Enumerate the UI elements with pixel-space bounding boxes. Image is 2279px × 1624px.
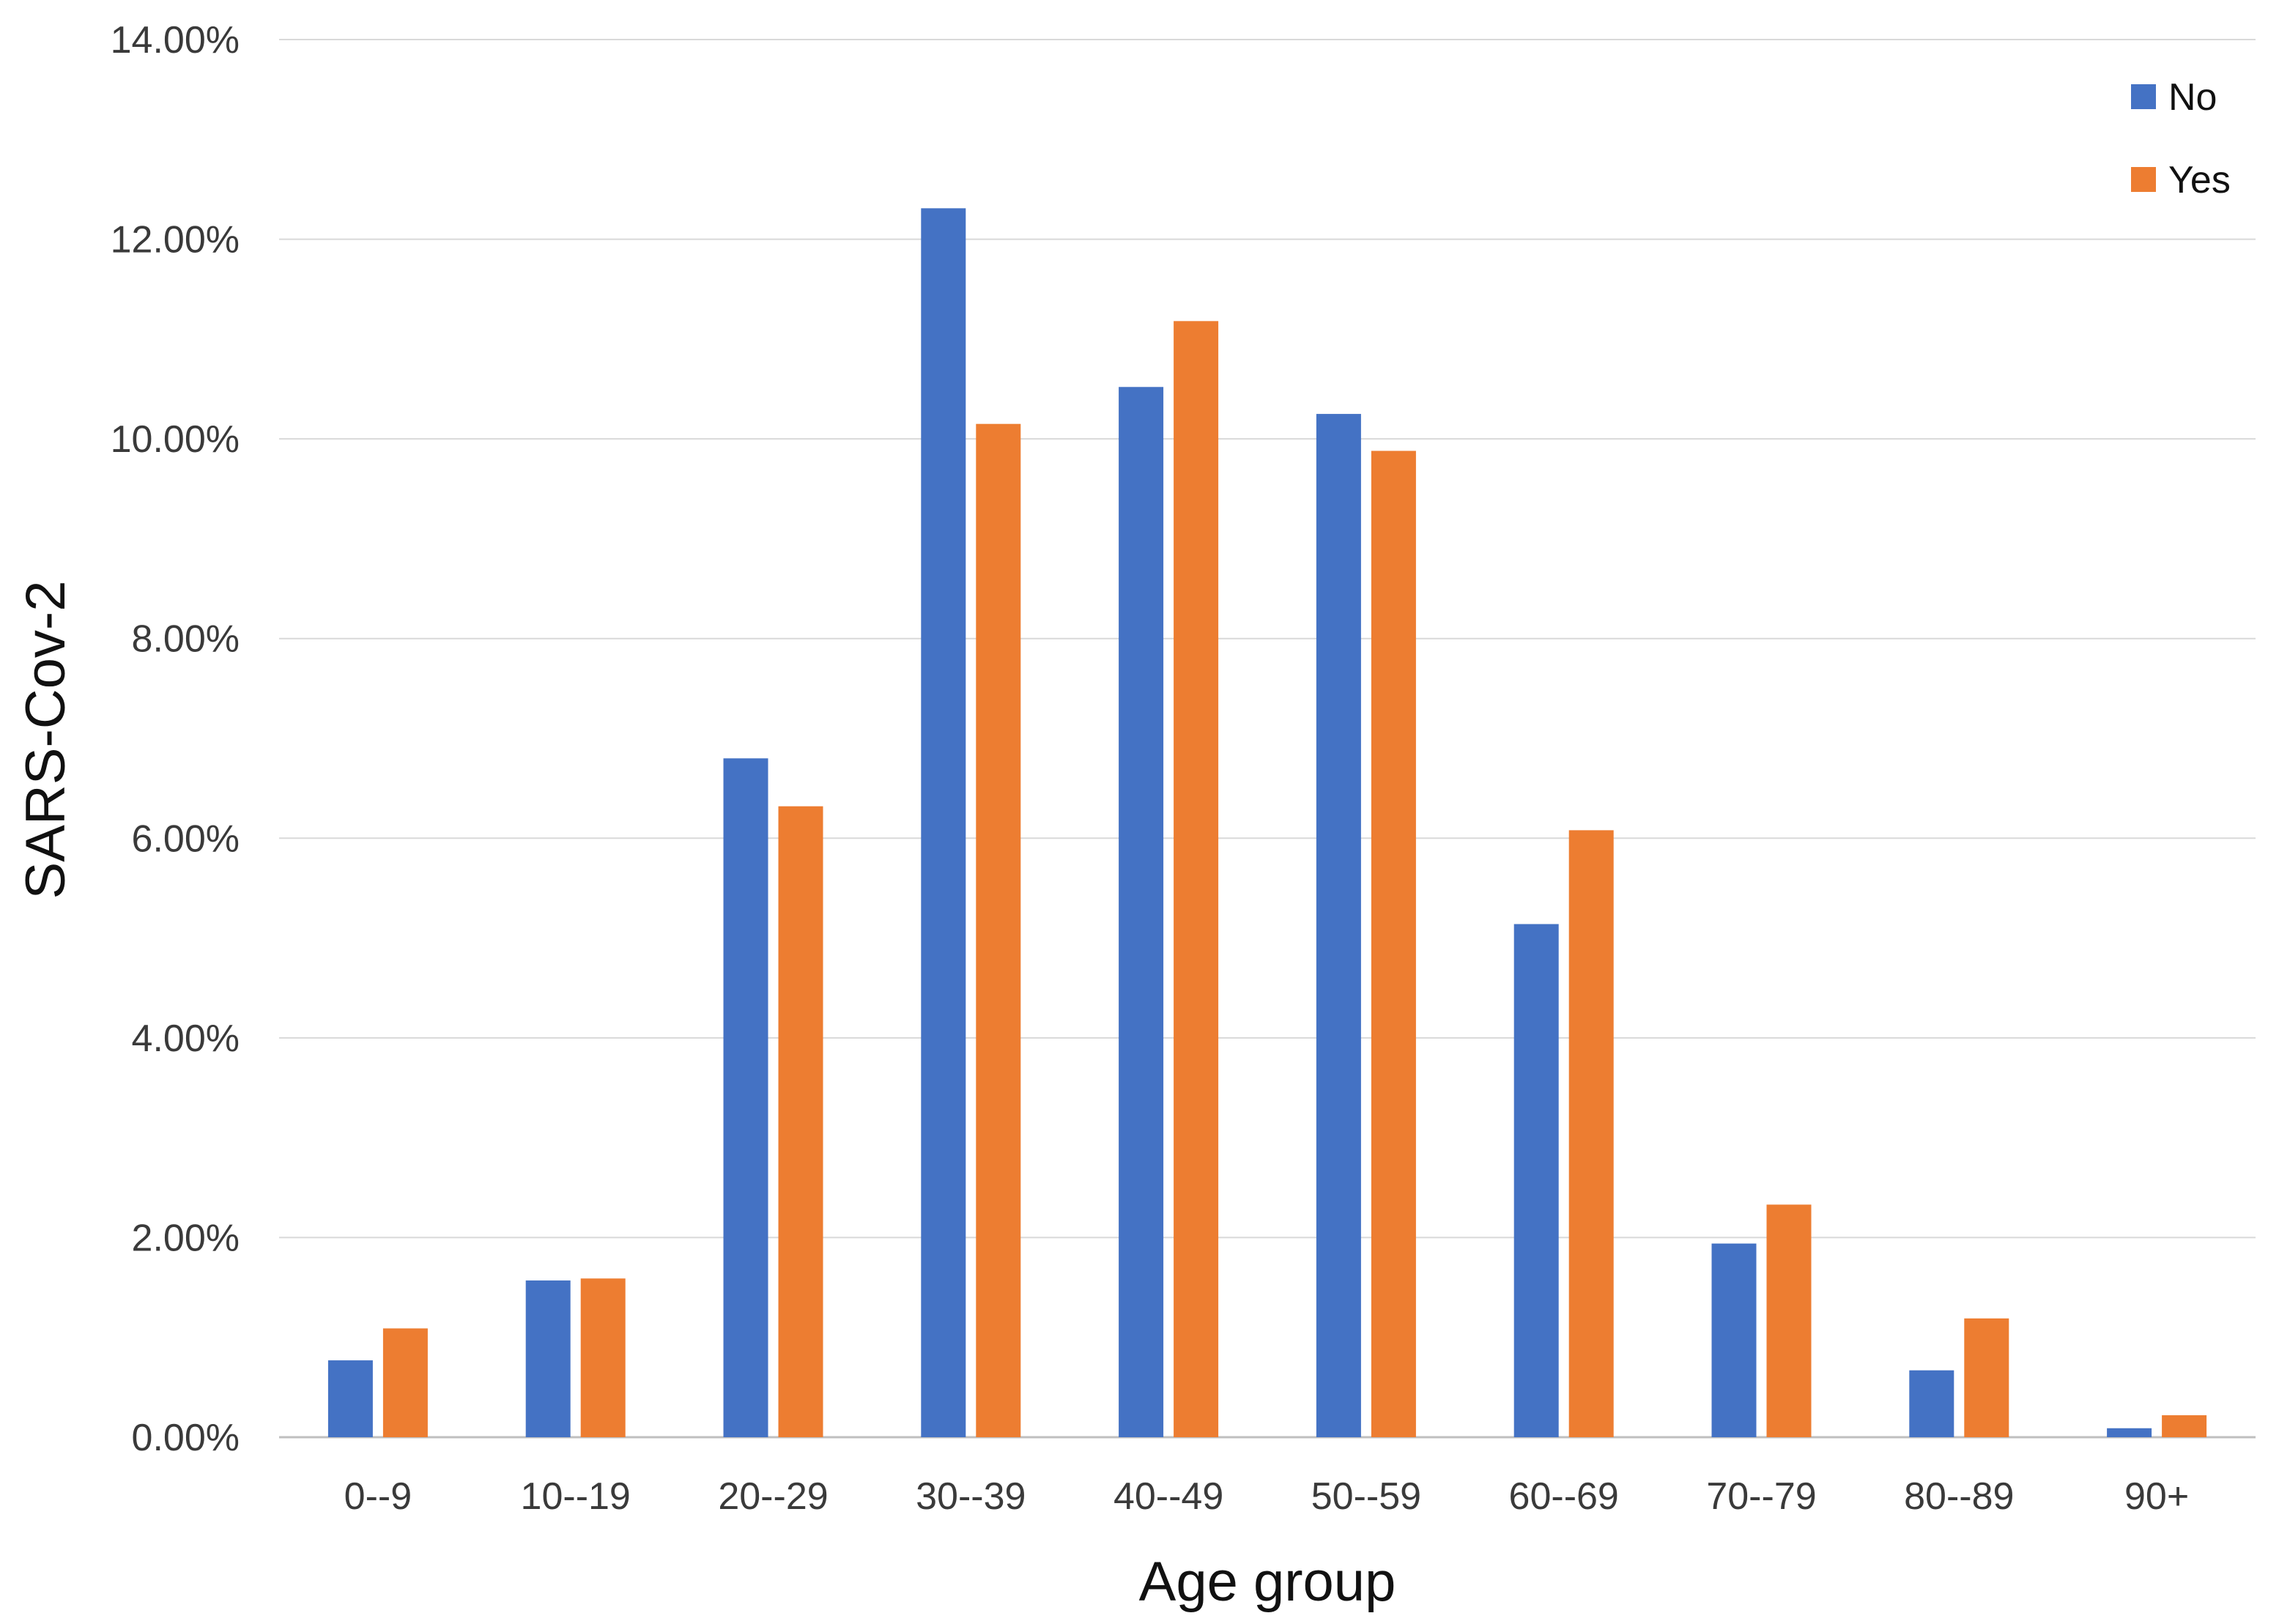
bar-no-40--49 xyxy=(1119,387,1164,1437)
bar-yes-60--69 xyxy=(1568,830,1614,1437)
bar-no-60--69 xyxy=(1513,924,1559,1437)
y-tick-label: 12.00% xyxy=(111,219,240,262)
x-tick-label: 50--59 xyxy=(1311,1475,1421,1518)
bar-yes-0--9 xyxy=(382,1328,428,1437)
bar-no-80--89 xyxy=(1909,1370,1954,1437)
y-tick-label: 8.00% xyxy=(132,618,240,661)
bar-yes-20--29 xyxy=(778,806,823,1437)
y-tick-label: 10.00% xyxy=(111,418,240,461)
bar-no-50--59 xyxy=(1316,414,1361,1437)
bar-yes-90+ xyxy=(2162,1415,2207,1437)
bar-no-30--39 xyxy=(921,208,966,1437)
bar-yes-40--49 xyxy=(1174,321,1219,1438)
y-tick-label: 0.00% xyxy=(132,1417,240,1459)
bars xyxy=(327,208,2207,1438)
legend-label-no: No xyxy=(2168,76,2217,119)
x-tick-label: 40--49 xyxy=(1113,1475,1223,1518)
x-tick-label: 70--79 xyxy=(1706,1475,1816,1518)
x-tick-label: 60--69 xyxy=(1509,1475,1619,1518)
x-tick-label: 20--29 xyxy=(718,1475,828,1518)
y-axis-title: SARS-Cov-2 xyxy=(15,581,77,900)
x-tick-labels: 0--9 10--19 20--29 30--39 40--49 50--59 60--69… xyxy=(344,1475,2190,1518)
bar-no-20--29 xyxy=(723,758,768,1437)
x-tick-label: 0--9 xyxy=(344,1475,412,1518)
legend-swatch-yes xyxy=(2131,167,2156,192)
bar-no-0--9 xyxy=(327,1360,373,1437)
x-axis-title: Age group xyxy=(1139,1551,1396,1613)
x-tick-label: 30--39 xyxy=(916,1475,1026,1518)
bar-no-10--19 xyxy=(525,1280,571,1437)
bar-yes-30--39 xyxy=(976,423,1021,1438)
y-tick-label: 4.00% xyxy=(132,1017,240,1060)
x-tick-label: 10--19 xyxy=(521,1475,631,1518)
legend-label-yes: Yes xyxy=(2168,159,2231,201)
bar-no-90+ xyxy=(2107,1428,2152,1437)
bar-yes-80--89 xyxy=(1964,1318,2009,1437)
bar-yes-10--19 xyxy=(580,1278,626,1437)
legend: No Yes xyxy=(2131,76,2231,201)
y-tick-label: 14.00% xyxy=(111,19,240,62)
bar-yes-50--59 xyxy=(1371,451,1416,1438)
x-tick-label: 90+ xyxy=(2124,1475,2189,1518)
y-tick-label: 2.00% xyxy=(132,1217,240,1259)
y-tick-labels: 0.00% 2.00% 4.00% 6.00% 8.00% 10.00% 12.00% 14.… xyxy=(111,19,240,1459)
legend-swatch-no xyxy=(2131,84,2156,109)
y-tick-label: 6.00% xyxy=(132,817,240,860)
bar-no-70--79 xyxy=(1711,1243,1757,1437)
bar-yes-70--79 xyxy=(1766,1204,1812,1437)
x-tick-label: 80--89 xyxy=(1904,1475,2014,1518)
gridlines xyxy=(279,39,2256,1439)
